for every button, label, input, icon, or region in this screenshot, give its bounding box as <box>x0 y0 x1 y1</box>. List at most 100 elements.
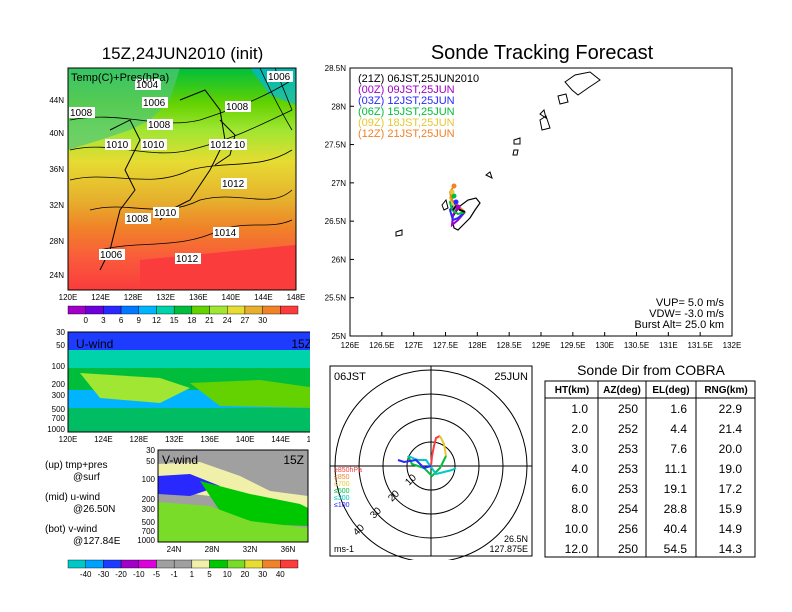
wind-colorbar-cell <box>262 559 281 569</box>
wind-colorbar-label: -10 <box>133 570 145 579</box>
map-lon-label: 128E <box>124 293 143 302</box>
isobar <box>89 189 293 211</box>
map-lat-axis: 44N 40N 36N 32N 28N 24N <box>49 96 64 280</box>
table-cell: 14.9 <box>719 522 743 536</box>
uwind-y-label: 700 <box>52 414 66 423</box>
uwind-y-label: 50 <box>56 341 65 350</box>
temp-colorbar-label: 6 <box>119 316 124 325</box>
pressure-label: 1012 <box>176 254 199 265</box>
uwind-y-label: 200 <box>52 380 66 389</box>
temp-colorbar-label: 18 <box>187 316 196 325</box>
uwind-band <box>68 350 310 368</box>
note-line: (bot) v-wind <box>45 524 98 535</box>
wind-colorbar-cell <box>227 559 246 569</box>
polar-loc-lon: 127.875E <box>489 544 528 554</box>
table-frame <box>544 380 756 558</box>
hodo-trace <box>407 455 457 476</box>
wind-colorbar-cell <box>103 559 122 569</box>
polar-date-label: 25JUN <box>494 371 528 383</box>
tracking-legend-item: (21Z) 06JST,25JUN2010 <box>358 73 479 85</box>
pressure-label-bg <box>267 71 293 82</box>
pressure-label-bg <box>225 101 251 112</box>
hodo-trace <box>407 455 447 478</box>
table-cell: 54.5 <box>664 542 688 556</box>
trajectory-endpoint <box>451 193 457 199</box>
vwind-time: 15Z <box>283 453 304 467</box>
uwind-x-label: 144E <box>271 435 290 444</box>
vwind-y-label: 200 <box>142 495 156 504</box>
table-cell: 6.0 <box>571 482 588 496</box>
pressure-label: 10 <box>234 140 246 151</box>
temp-colorbar-cell <box>120 305 139 315</box>
table-cell: 10.0 <box>565 522 589 536</box>
table-cell: 253 <box>618 482 638 496</box>
table-cell: 250 <box>618 402 638 416</box>
wind-colorbar-cell <box>156 559 175 569</box>
tracking-lat-label: 25.5N <box>325 294 347 303</box>
table-cell: 254 <box>618 502 638 516</box>
isobar <box>69 149 293 181</box>
wind-colorbar-label: 40 <box>276 570 285 579</box>
table-cell: 253 <box>618 462 638 476</box>
param-line: VDW= -3.0 m/s <box>649 308 724 320</box>
map-lon-axis: 120E 124E 128E 132E 136E 140E 144E 148E <box>59 293 306 302</box>
wind-colorbar-cell <box>244 559 263 569</box>
map-lon-label: 140E <box>222 293 241 302</box>
tracking-lon-label: 132E <box>723 341 742 350</box>
map-lon-label: 120E <box>59 293 78 302</box>
hodo-trace <box>430 435 441 467</box>
tracking-lon-label: 127.5E <box>433 341 458 350</box>
uwind-x-label: 132E <box>165 435 184 444</box>
wind-colorbar-cell <box>120 559 139 569</box>
height-legend-item: ≤850 <box>334 474 350 481</box>
tracking-legend-item: (09Z) 18JST,25JUN <box>358 117 455 129</box>
uwind-x-label: 140E <box>236 435 255 444</box>
sonde-direction-table: HT(km) AZ(deg) EL(deg) RNG(km) 1.0 250 1.6 22.9… <box>544 380 756 558</box>
pressure-label-bg <box>233 139 247 150</box>
table-cell: 3.0 <box>571 442 588 456</box>
note-line: (mid) u-wind <box>45 492 101 503</box>
tracking-lat-label: 27.5N <box>325 141 347 150</box>
vwind-frame <box>157 449 309 543</box>
map-lat-label: 24N <box>49 271 64 280</box>
island-outline <box>564 71 601 96</box>
height-legend-item: ≤100 <box>334 502 350 509</box>
table-header-cell: HT(km) <box>555 385 589 396</box>
vwind-patch <box>200 481 308 526</box>
vwind-x-axis: 24N 28N 32N 36N <box>167 545 296 554</box>
wind-colorbar-label: 30 <box>258 570 267 579</box>
tracking-lon-label: 128.5E <box>496 341 521 350</box>
table-cell: 19.0 <box>719 462 743 476</box>
temp-colorbar-label: 15 <box>170 316 179 325</box>
island-outline <box>395 229 403 237</box>
trajectory-endpoint <box>451 183 457 189</box>
map-overlay-label: Temp(C)+Pres(hPa) <box>71 72 169 84</box>
pressure-label: 1010 <box>106 140 129 151</box>
v-wind-section: V-wind 15Z 30 50 100 200 300 500 700 100… <box>137 446 309 554</box>
isobar <box>259 67 293 131</box>
temp-colorbar-cell <box>67 305 86 315</box>
table-cell: 14.3 <box>719 542 743 556</box>
tracking-legend-item: (06Z) 15JST,25JUN <box>358 106 455 118</box>
tracking-lon-label: 131E <box>659 341 678 350</box>
island-outline <box>485 171 493 179</box>
param-line: Burst Alt= 25.0 km <box>634 319 724 331</box>
wind-colorbar-label: -20 <box>115 570 127 579</box>
pressure-label: 1008 <box>226 102 249 113</box>
tracking-legend-item: (00Z) 09JST,25JUN <box>358 84 455 96</box>
uwind-band <box>68 332 310 350</box>
tracking-lat-label: 27N <box>331 179 346 188</box>
pressure-label: 1010 <box>154 208 177 219</box>
temp-colorbar-cell <box>156 305 175 315</box>
pressure-label-bg <box>141 139 167 150</box>
map-lon-label: 124E <box>91 293 110 302</box>
wind-colorbar-cell <box>138 559 157 569</box>
wind-colorbar-cell <box>191 559 210 569</box>
table-cell: 252 <box>618 422 638 436</box>
vwind-y-label: 100 <box>142 475 156 484</box>
wind-colorbar-cell <box>85 559 104 569</box>
temp-colorbar-cell <box>262 305 281 315</box>
island-outline <box>557 93 569 105</box>
map-frame <box>67 67 297 291</box>
